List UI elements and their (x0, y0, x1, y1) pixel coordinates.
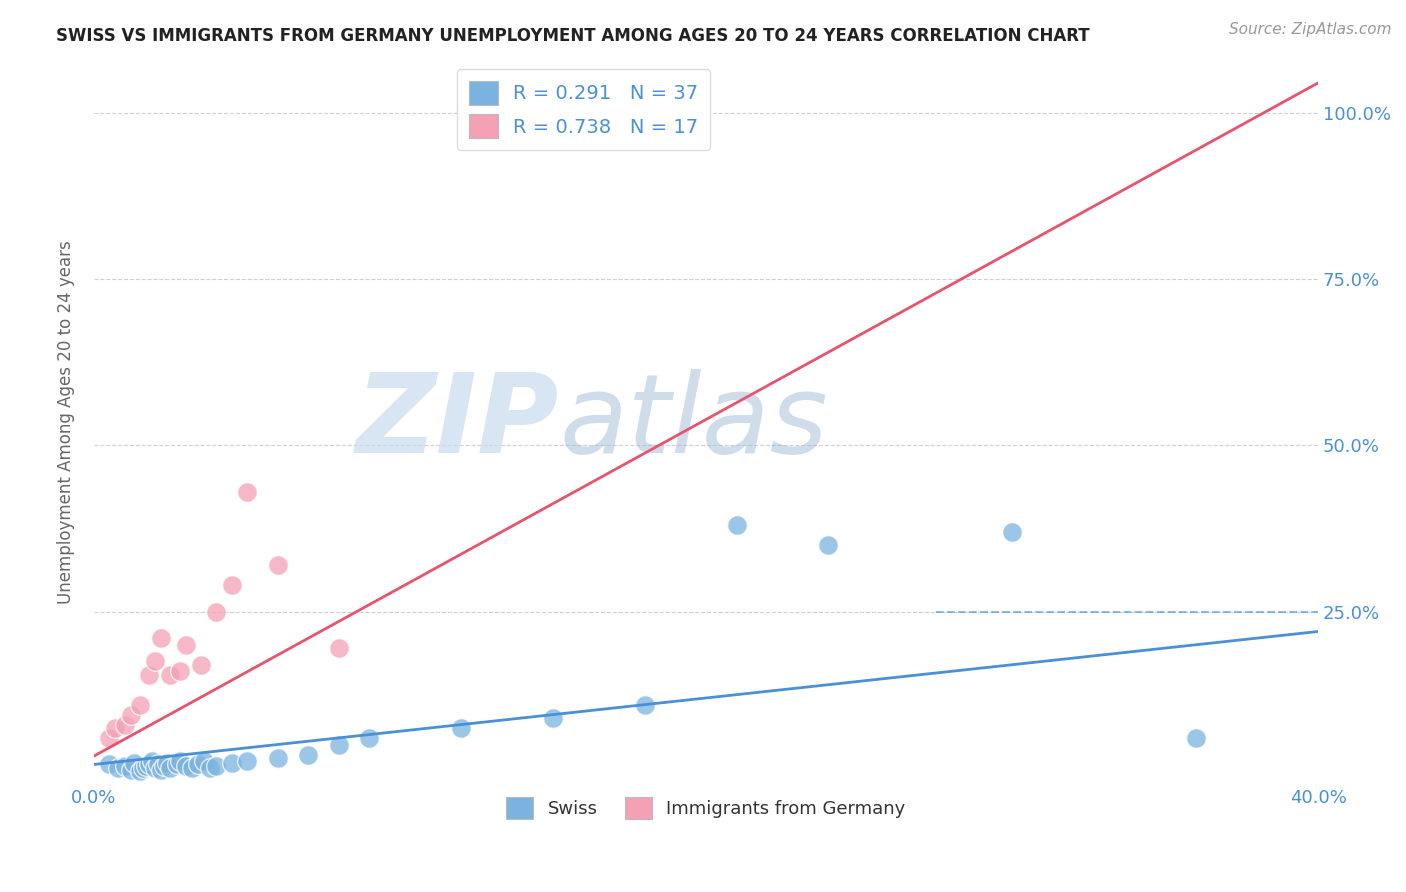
Point (205, 759, 228, 773)
Point (236, 484, 259, 499)
Point (98, 731, 121, 745)
Point (193, 754, 215, 768)
Point (817, 538, 839, 552)
Point (150, 763, 173, 777)
Point (138, 757, 160, 772)
Point (236, 754, 259, 768)
Point (153, 759, 176, 773)
Point (107, 761, 129, 775)
Text: ZIP: ZIP (356, 368, 560, 475)
Point (150, 631, 173, 645)
Point (1184, 731, 1206, 745)
Point (159, 667, 181, 681)
Point (221, 756, 243, 771)
Point (328, 738, 350, 752)
Point (725, 518, 748, 533)
Y-axis label: Unemployment Among Ages 20 to 24 years: Unemployment Among Ages 20 to 24 years (58, 240, 75, 604)
Text: atlas: atlas (560, 368, 828, 475)
Point (141, 754, 163, 768)
Point (138, 667, 160, 681)
Point (169, 754, 191, 768)
Point (156, 756, 179, 771)
Point (297, 747, 319, 762)
Point (122, 756, 145, 771)
Point (132, 761, 155, 775)
Point (359, 731, 381, 745)
Point (104, 721, 127, 735)
Point (190, 657, 212, 672)
Point (174, 759, 197, 773)
Point (200, 761, 222, 775)
Point (221, 578, 243, 592)
Point (143, 654, 166, 668)
Point (114, 717, 136, 731)
Point (98, 757, 121, 772)
Point (159, 761, 181, 775)
Point (120, 763, 142, 777)
Point (266, 751, 288, 765)
Point (328, 641, 350, 656)
Point (450, 721, 472, 735)
Point (128, 764, 150, 778)
Point (169, 665, 191, 679)
Point (143, 761, 166, 775)
Point (1001, 524, 1024, 539)
Point (135, 759, 157, 773)
Point (180, 761, 202, 775)
Point (266, 558, 288, 572)
Point (634, 698, 657, 712)
Point (128, 698, 150, 712)
Point (114, 759, 136, 773)
Text: SWISS VS IMMIGRANTS FROM GERMANY UNEMPLOYMENT AMONG AGES 20 TO 24 YEARS CORRELAT: SWISS VS IMMIGRANTS FROM GERMANY UNEMPLO… (56, 27, 1090, 45)
Point (174, 638, 197, 652)
Point (541, 711, 564, 725)
Point (148, 757, 170, 772)
Point (205, 605, 228, 619)
Point (120, 707, 142, 722)
Legend: Swiss, Immigrants from Germany: Swiss, Immigrants from Germany (499, 789, 912, 826)
Point (187, 757, 209, 772)
Point (166, 757, 188, 772)
Text: Source: ZipAtlas.com: Source: ZipAtlas.com (1229, 22, 1392, 37)
